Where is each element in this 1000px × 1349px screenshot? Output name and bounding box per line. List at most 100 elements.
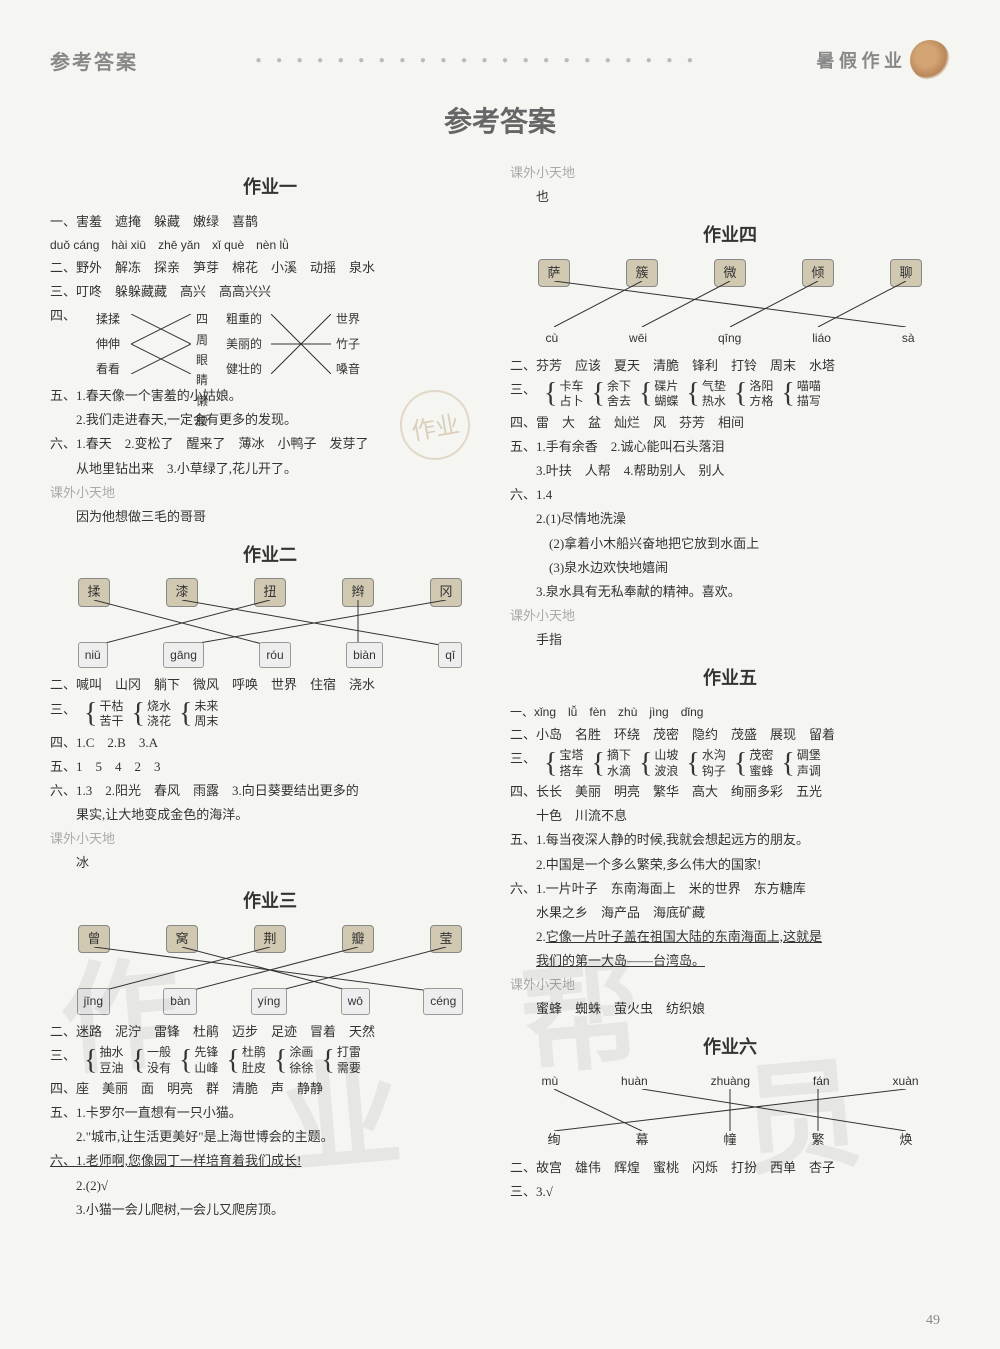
brace-item: 宝塔 bbox=[559, 748, 583, 764]
brace-item: 山坡 bbox=[654, 748, 678, 764]
hw3-extra-label: 课外小天地 bbox=[510, 162, 950, 184]
hw3-l5: 2."城市,让生活更美好"是上海世博会的主题。 bbox=[50, 1126, 490, 1148]
hw5-l11-underline: 我们的第一大岛——台湾岛。 bbox=[536, 953, 705, 968]
brace-item: 豆油 bbox=[99, 1061, 123, 1077]
brace-item: 先锋 bbox=[194, 1045, 218, 1061]
hw4-l4: 五、1.手有余香 2.诚心能叫石头落泪 bbox=[510, 436, 950, 458]
brace-group: {余下舍去 bbox=[591, 379, 630, 410]
brace-item: 蜜蜂 bbox=[749, 764, 773, 780]
hw3-l1: 二、迷路 泥泞 雷锋 杜鹃 迈步 足迹 冒着 天然 bbox=[50, 1021, 490, 1043]
hw1-cross1: 揉揉 伸伸 看看 四周 眼睛 懒腰 bbox=[76, 309, 216, 379]
hw4-l3: 四、雷 大 盆 灿烂 风 芬芳 相间 bbox=[510, 412, 950, 434]
cross-item: 揉揉 bbox=[96, 309, 120, 329]
brace-item: 摘下 bbox=[607, 748, 631, 764]
brace-item: 山峰 bbox=[194, 1061, 218, 1077]
hw5-l10: 2.它像一片叶子盖在祖国大陆的东南海面上,这就是 bbox=[510, 926, 950, 948]
hw2-title: 作业二 bbox=[50, 540, 490, 571]
match-lines-icon bbox=[50, 947, 490, 993]
content-columns: 作业一 一、害羞 遮掩 躲藏 嫩绿 喜鹊 duǒ cáng hài xiū zh… bbox=[50, 160, 950, 1223]
brace-item: 抽水 bbox=[99, 1045, 123, 1061]
brace-item: 搭车 bbox=[559, 764, 583, 780]
hw4-l7: 2.(1)尽情地洗澡 bbox=[510, 508, 950, 530]
match-pinyin: biàn bbox=[346, 642, 383, 668]
hw5-l1: 一、xǐng lǚ fèn zhù jìng dǐng bbox=[510, 702, 950, 722]
brace-group: {气垫热水 bbox=[686, 379, 725, 410]
hw1-l2: duǒ cáng hài xiū zhē yǎn xǐ què nèn lǜ bbox=[50, 235, 490, 255]
brace-group: {洛阳方格 bbox=[734, 379, 773, 410]
hw3-l6: 六、1.老师啊,您像园丁一样培育着我们成长! bbox=[50, 1150, 490, 1172]
brace-item: 需要 bbox=[337, 1061, 361, 1077]
hw2-l6: 果实,让大地变成金色的海洋。 bbox=[50, 804, 490, 826]
hw6-match: mù huàn zhuàng fán xuàn 绚 幕 幢 繁 焕 bbox=[510, 1071, 950, 1151]
match-pinyin: róu bbox=[259, 642, 290, 668]
brace-item: 打雷 bbox=[337, 1045, 361, 1061]
main-title: 参考答案 bbox=[50, 100, 950, 140]
brace-item: 徐徐 bbox=[289, 1061, 313, 1077]
match-char: 繁 bbox=[811, 1129, 824, 1151]
match-char: 焕 bbox=[899, 1129, 912, 1151]
brace-item: 气垫 bbox=[702, 379, 726, 395]
header-dots: ● ● ● ● ● ● ● ● ● ● ● ● ● ● ● ● ● ● ● ● … bbox=[138, 55, 817, 66]
match-lines-icon bbox=[50, 600, 490, 646]
hw4-l9: (3)泉水边欢快地嬉闹 bbox=[510, 557, 950, 579]
hw5-l5: 十色 川流不息 bbox=[510, 805, 950, 827]
brace-item: 周末 bbox=[194, 714, 218, 730]
brace-item: 卡车 bbox=[559, 379, 583, 395]
match-pinyin: niǔ bbox=[78, 642, 108, 668]
header-right-text: 暑 假 作 业 bbox=[817, 47, 903, 73]
header-left-title: 参考答案 bbox=[50, 46, 138, 75]
hw4-braces: 三、 {卡车占卜 {余下舍去 {碟片蝴蝶 {气垫热水 {洛阳方格 {喵喵描写 bbox=[510, 379, 950, 410]
match-pinyin: qīng bbox=[718, 328, 741, 348]
brace-item: 蝴蝶 bbox=[654, 394, 678, 410]
hw2-l4: 五、1 5 4 2 3 bbox=[50, 756, 490, 778]
hw5-l6: 五、1.每当夜深人静的时候,我就会想起远方的朋友。 bbox=[510, 829, 950, 851]
match-pinyin: yíng bbox=[251, 988, 288, 1014]
brace-item: 涂画 bbox=[289, 1045, 313, 1061]
brace-item: 碟片 bbox=[654, 379, 678, 395]
match-char: 幢 bbox=[723, 1129, 736, 1151]
brace-group: {水沟钩子 bbox=[686, 748, 725, 779]
hw3-l3: 四、座 美丽 面 明亮 群 清脆 声 静静 bbox=[50, 1078, 490, 1100]
match-pinyin: bàn bbox=[163, 988, 197, 1014]
match-pinyin: qī bbox=[438, 642, 462, 668]
hw3-extra-l1: 也 bbox=[510, 186, 950, 208]
brace-item: 干枯 bbox=[99, 699, 123, 715]
hw5-extra-label: 课外小天地 bbox=[510, 974, 950, 996]
hw2-l7: 冰 bbox=[50, 852, 490, 874]
brace-item: 描写 bbox=[797, 394, 821, 410]
hw4-l10: 3.泉水具有无私奉献的精神。喜欢。 bbox=[510, 581, 950, 603]
cross-item: 看看 bbox=[96, 359, 120, 379]
cross-lines-icon bbox=[271, 314, 331, 374]
match-pinyin: cù bbox=[545, 328, 558, 348]
brace-item: 声调 bbox=[797, 764, 821, 780]
hw3-title: 作业三 bbox=[50, 886, 490, 917]
brace-group: {杜鹃肚皮 bbox=[226, 1045, 265, 1076]
hw4-l11: 手指 bbox=[510, 629, 950, 651]
brace-group: {抽水豆油 bbox=[84, 1045, 123, 1076]
brace-group: {烧水浇花 bbox=[131, 699, 170, 730]
hw1-l10: 因为他想做三毛的哥哥 bbox=[50, 506, 490, 528]
hw1-extra-label: 课外小天地 bbox=[50, 482, 490, 504]
brace-group: {茂密蜜蜂 bbox=[734, 748, 773, 779]
hw3-l2-label: 三、 bbox=[50, 1045, 76, 1076]
left-column: 作业一 一、害羞 遮掩 躲藏 嫩绿 喜鹊 duǒ cáng hài xiū zh… bbox=[50, 160, 490, 1223]
hw3-l4: 五、1.卡罗尔一直想有一只小猫。 bbox=[50, 1102, 490, 1124]
brace-item: 舍去 bbox=[607, 394, 631, 410]
squirrel-icon bbox=[910, 40, 950, 80]
brace-item: 杜鹃 bbox=[242, 1045, 266, 1061]
hw4-title: 作业四 bbox=[510, 220, 950, 251]
brace-item: 水沟 bbox=[702, 748, 726, 764]
hw5-braces: 三、 {宝塔搭车 {摘下水滴 {山坡波浪 {水沟钩子 {茂密蜜蜂 {碉堡声调 bbox=[510, 748, 950, 779]
hw3-braces: 三、 {抽水豆油 {一般没有 {先锋山峰 {杜鹃肚皮 {涂画徐徐 {打雷需要 bbox=[50, 1045, 490, 1076]
brace-item: 热水 bbox=[702, 394, 726, 410]
match-char: 幕 bbox=[635, 1129, 648, 1151]
hw2-match: 揉 漆 扭 辫 冈 niǔ gāng róu biàn qī bbox=[50, 578, 490, 668]
hw6-title: 作业六 bbox=[510, 1032, 950, 1063]
right-column: 课外小天地 也 作业四 萨 簇 微 倾 聊 cù wēi qīng bbox=[510, 160, 950, 1223]
hw1-l1: 一、害羞 遮掩 躲藏 嫩绿 喜鹊 bbox=[50, 211, 490, 233]
brace-item: 肚皮 bbox=[242, 1061, 266, 1077]
hw1-l9: 从地里钻出来 3.小草绿了,花儿开了。 bbox=[50, 458, 490, 480]
brace-item: 碉堡 bbox=[797, 748, 821, 764]
brace-group: {碟片蝴蝶 bbox=[639, 379, 678, 410]
cross-item: 嗓音 bbox=[336, 359, 360, 379]
